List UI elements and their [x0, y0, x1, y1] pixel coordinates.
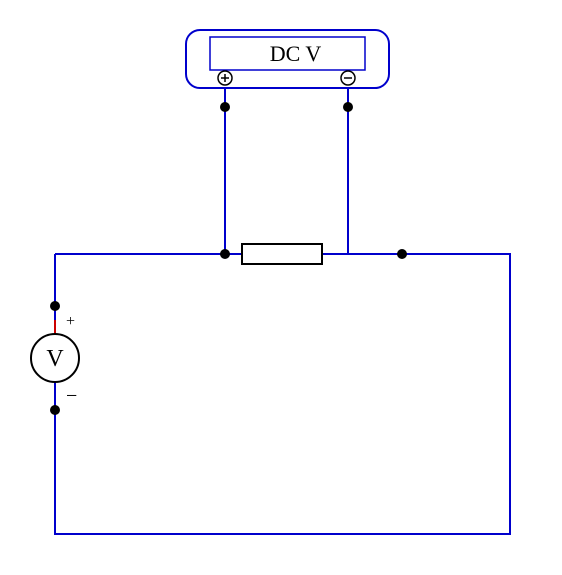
- dc-voltmeter-label: DC V: [270, 41, 322, 66]
- circuit-diagram: DC V V+ −: [0, 0, 562, 575]
- wire-right-down: [55, 254, 510, 534]
- node-right-junction: [397, 249, 407, 259]
- voltage-source-plus-label: +: [66, 313, 75, 330]
- resistor: [242, 244, 322, 264]
- node-meter-plus-stub: [220, 102, 230, 112]
- node-left-junction: [220, 249, 230, 259]
- voltage-source-label: V: [46, 346, 64, 372]
- voltage-source-minus-label: −: [66, 385, 77, 407]
- node-meter-minus-stub: [343, 102, 353, 112]
- node-src-top: [50, 301, 60, 311]
- node-src-bottom: [50, 405, 60, 415]
